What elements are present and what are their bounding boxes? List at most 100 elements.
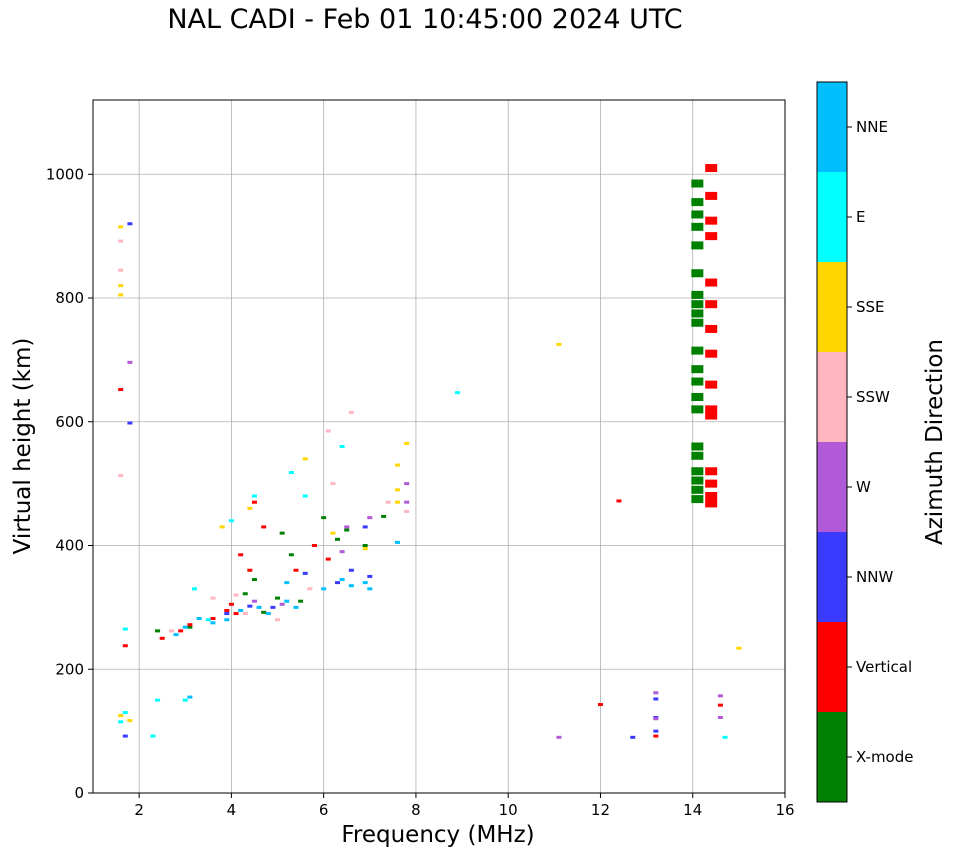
- data-point-vertical: [122, 644, 128, 648]
- data-point-e: [251, 494, 257, 498]
- data-point-sse: [330, 531, 336, 535]
- data-point-nnw: [653, 729, 659, 733]
- data-point-nne: [284, 581, 290, 585]
- data-point-nnw: [247, 604, 253, 608]
- data-point-sse: [556, 342, 562, 346]
- y-tick-label: 0: [74, 784, 84, 802]
- colorbar-swatch-vertical: [817, 622, 847, 712]
- colorbar-tick-label: X-mode: [856, 748, 913, 766]
- data-point-nne: [394, 540, 400, 544]
- data-point-x-mode: [362, 544, 368, 547]
- colorbar-swatch-nnw: [817, 532, 847, 622]
- data-point-ssw: [210, 596, 216, 600]
- data-point-sse: [394, 488, 400, 492]
- x-tick-label: 16: [775, 801, 794, 819]
- data-point-e: [302, 494, 308, 498]
- colorbar-swatch-sse: [817, 262, 847, 352]
- x-ticks: 2 4 6 8 10 12 14 16: [134, 793, 795, 819]
- data-point-w: [279, 602, 285, 606]
- data-point-sse: [127, 719, 133, 723]
- y-tick-label: 400: [55, 537, 84, 555]
- y-tick-label: 600: [55, 413, 84, 431]
- data-point-x-mode: [187, 625, 193, 629]
- data-point-vertical: [118, 388, 124, 392]
- data-point-vertical: [251, 500, 257, 504]
- data-point-x-mode: [691, 476, 704, 485]
- data-point-e: [339, 445, 345, 448]
- data-point-vertical: [224, 608, 230, 612]
- data-point-x-mode: [691, 300, 704, 309]
- data-point-w: [717, 694, 723, 698]
- colorbar-label: Azimuth Direction: [922, 339, 948, 545]
- data-point-w: [344, 525, 350, 529]
- data-point-x-mode: [691, 309, 704, 318]
- colorbar-swatch-x-mode: [817, 712, 847, 802]
- data-point-nne: [256, 605, 262, 609]
- data-point-x-mode: [691, 467, 704, 476]
- data-point-w: [251, 599, 257, 603]
- data-point-e: [288, 470, 294, 474]
- x-tick-label: 4: [227, 801, 237, 819]
- data-point-vertical: [238, 553, 244, 557]
- data-point-vertical: [705, 278, 718, 287]
- data-point-vertical: [705, 492, 718, 500]
- data-point-nne: [238, 608, 244, 612]
- data-point-nne: [187, 695, 193, 699]
- data-point-nne: [293, 605, 299, 609]
- x-tick-label: 6: [319, 801, 329, 819]
- data-point-nnw: [127, 222, 133, 226]
- data-point-nne: [339, 578, 345, 582]
- data-point-x-mode: [691, 179, 704, 188]
- chart-title: NAL CADI - Feb 01 10:45:00 2024 UTC: [167, 4, 683, 35]
- data-point-vertical: [705, 324, 718, 333]
- data-point-nnw: [127, 421, 133, 425]
- colorbar-swatch-e: [817, 172, 847, 262]
- data-point-e: [722, 735, 728, 739]
- data-marks: [118, 164, 742, 739]
- data-point-vertical: [159, 636, 165, 640]
- y-tick-label: 1000: [46, 165, 84, 183]
- data-point-ssw: [307, 587, 313, 591]
- colorbar-tick-label: SSW: [856, 388, 890, 406]
- y-tick-label: 200: [55, 660, 84, 678]
- data-point-x-mode: [298, 599, 304, 603]
- colorbar-swatch-w: [817, 442, 847, 532]
- data-point-ssw: [385, 500, 391, 504]
- data-point-ssw: [275, 618, 281, 622]
- data-point-nne: [367, 587, 373, 591]
- x-tick-label: 2: [134, 801, 144, 819]
- data-point-x-mode: [691, 269, 704, 278]
- data-point-x-mode: [261, 610, 267, 614]
- data-point-vertical: [178, 629, 184, 633]
- colorbar-swatch-ssw: [817, 352, 847, 442]
- data-point-w: [339, 550, 345, 554]
- colorbar-tick-label: SSE: [856, 298, 885, 316]
- data-point-ssw: [168, 629, 174, 633]
- x-axis-label: Frequency (MHz): [341, 822, 534, 848]
- data-point-vertical: [616, 499, 622, 503]
- data-point-vertical: [705, 467, 718, 476]
- data-point-vertical: [705, 216, 718, 225]
- data-point-sse: [118, 225, 124, 229]
- data-point-e: [205, 618, 211, 622]
- data-point-e: [191, 587, 197, 591]
- data-point-x-mode: [691, 377, 704, 386]
- colorbar-swatch-nne: [817, 82, 847, 172]
- data-point-x-mode: [691, 290, 704, 299]
- data-point-nnw: [302, 571, 308, 575]
- data-point-vertical: [187, 623, 193, 627]
- data-point-x-mode: [691, 318, 704, 327]
- data-point-x-mode: [691, 393, 704, 401]
- data-point-vertical: [705, 499, 718, 508]
- data-point-nne: [284, 599, 290, 603]
- data-point-nne: [265, 612, 271, 616]
- y-ticks: 0 200 400 600 800 1000: [46, 165, 93, 802]
- data-point-vertical: [717, 703, 723, 707]
- data-point-nnw: [653, 697, 659, 701]
- data-point-w: [653, 691, 659, 695]
- data-point-x-mode: [279, 531, 285, 535]
- data-point-sse: [394, 500, 400, 504]
- data-point-sse: [362, 547, 368, 551]
- data-point-e: [118, 720, 124, 724]
